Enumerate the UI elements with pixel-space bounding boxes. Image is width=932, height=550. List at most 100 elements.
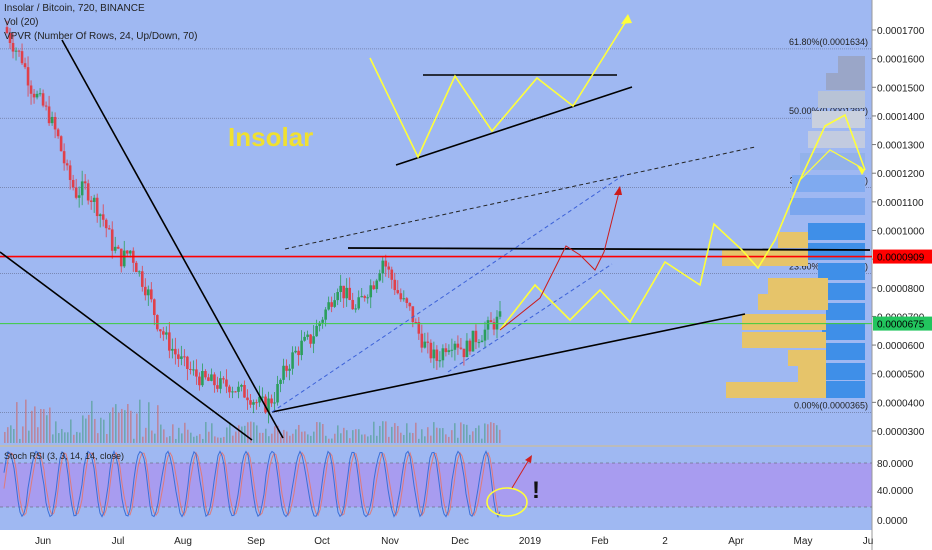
volume-bar — [472, 431, 474, 443]
candle-body — [465, 340, 469, 358]
fib-label: 0.00%(0.0000365) — [794, 400, 868, 410]
time-tick-label: 2 — [662, 536, 668, 547]
volume-bar — [55, 421, 57, 443]
candles — [5, 20, 502, 424]
volume-bar — [142, 436, 144, 443]
volume-bar — [148, 402, 150, 443]
volume-bar — [496, 425, 498, 443]
price-tick-label: 0.0001000 — [877, 227, 925, 238]
volume-bar — [403, 434, 405, 443]
vpvr-row-blue — [818, 91, 865, 108]
volume-bar — [370, 435, 372, 443]
volume-bar — [364, 434, 366, 443]
candle-body — [426, 341, 430, 343]
candle-body — [137, 271, 141, 273]
volume-bar — [121, 408, 123, 443]
candle-body — [234, 391, 237, 393]
candle-body — [270, 398, 273, 404]
candle-body — [62, 151, 66, 164]
volume-bar — [43, 409, 45, 443]
volume-bar — [19, 438, 21, 443]
volume-bar — [31, 410, 33, 443]
vpvr-row-blue — [808, 223, 865, 240]
candle-body — [35, 93, 39, 98]
volume-bar — [418, 438, 420, 443]
time-tick-label: 2019 — [519, 536, 542, 547]
volume-bar — [298, 424, 300, 443]
candle-body — [315, 325, 318, 337]
volume-bar — [178, 427, 180, 443]
volume-bar — [139, 399, 141, 443]
candle-body — [342, 285, 345, 299]
volume-bar — [112, 407, 114, 443]
rsi-band — [0, 463, 872, 507]
candle-body — [207, 377, 210, 381]
volume-bar — [268, 436, 270, 443]
candle-body — [384, 260, 388, 267]
candle-body — [264, 396, 267, 413]
time-axis — [0, 530, 872, 550]
candle-body — [156, 315, 159, 330]
candle-body — [192, 369, 195, 371]
rsi-tick-label: 80.0000 — [877, 459, 914, 470]
candle-body — [255, 402, 258, 404]
volume-bar — [16, 402, 18, 443]
candle-body — [110, 229, 114, 251]
volume-bar — [238, 425, 240, 443]
price-tick-label: 0.0001500 — [877, 83, 925, 94]
volume-bar — [253, 422, 255, 443]
candle-body — [225, 379, 228, 387]
price-badge — [873, 249, 932, 264]
channel-top-dashed — [284, 146, 756, 250]
volume-bar — [427, 427, 429, 443]
candle-body — [363, 296, 367, 298]
vpvr-row-blue — [790, 198, 865, 215]
candle-body — [306, 334, 309, 337]
vpvr-row-gold — [768, 278, 828, 294]
time-tick-label: Feb — [591, 536, 609, 547]
candle-body — [41, 93, 45, 106]
candle-body — [414, 322, 418, 324]
volume-bar — [262, 432, 264, 443]
volume-bar — [400, 432, 402, 443]
volume-bar — [274, 426, 276, 443]
candle-body — [20, 51, 24, 64]
price-tick-label: 0.0001200 — [877, 169, 925, 180]
vpvr-row-blue — [808, 243, 865, 260]
volume-bar — [130, 410, 132, 443]
candle-body — [177, 354, 180, 359]
candle-body — [92, 197, 96, 202]
candle-body — [354, 308, 358, 310]
candle-body — [116, 246, 120, 249]
volume-bar — [115, 404, 117, 443]
candle-body — [77, 195, 81, 198]
volume-bar — [169, 436, 171, 443]
candle-body — [168, 332, 171, 351]
candle-body — [345, 287, 348, 299]
volume-bar — [94, 418, 96, 443]
volume-bar — [4, 431, 6, 443]
time-tick-label: Aug — [174, 536, 192, 547]
candle-body — [159, 329, 162, 332]
candle-body — [210, 374, 213, 381]
volume-bar — [454, 423, 456, 443]
fib-label: 61.80%(0.0001634) — [789, 37, 868, 47]
candle-body — [140, 271, 144, 287]
candle-body — [330, 302, 333, 307]
volume-bar — [220, 437, 222, 443]
candle-body — [444, 348, 448, 353]
candle-body — [420, 333, 424, 348]
vpvr-row-blue — [826, 381, 865, 398]
candle-body — [312, 336, 315, 344]
candle-body — [450, 349, 454, 351]
candle-body — [387, 266, 391, 270]
candle-body — [447, 350, 451, 353]
candle-body — [186, 356, 189, 370]
candle-body — [435, 349, 439, 361]
vpvr-row-gold — [778, 232, 808, 248]
vpvr-row-gold — [726, 382, 826, 398]
volume-bar — [289, 435, 291, 443]
candle-body — [285, 365, 288, 371]
candle-body — [369, 285, 373, 298]
candle-body — [213, 374, 216, 386]
